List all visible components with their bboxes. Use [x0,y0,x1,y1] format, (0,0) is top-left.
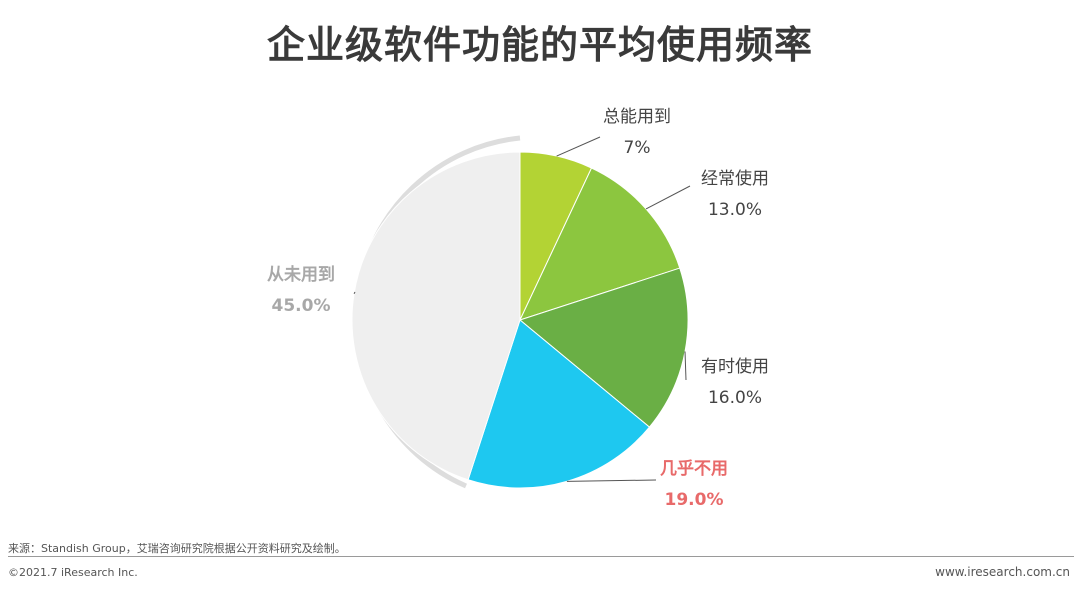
source-note: 来源：Standish Group，艾瑞咨询研究院根据公开资料研究及绘制。 [8,542,346,555]
leader-line-4 [566,479,657,482]
chart-title: 企业级软件功能的平均使用频率 [266,23,813,67]
slice-label-4: 几乎不用 [660,459,728,479]
slice-value-2: 13.0% [708,200,762,220]
slice-value-4: 19.0% [665,490,724,510]
slice-value-5: 45.0% [272,296,331,316]
pie-slice-2 [519,167,681,321]
slice-label-5: 从未用到 [267,264,335,285]
pie-chart: 总能用到 7% 经常使用 13.0% 有时使用 16.0% 几乎不用 19.0% 从未用到 45.… [267,107,769,510]
footer-divider [8,556,1074,557]
leader-line-2 [645,185,691,210]
slice-label-1: 总能用到 [603,107,671,127]
slice-value-1: 7% [624,138,651,158]
leader-line-1 [556,136,601,157]
leader-line-5 [353,291,356,294]
copyright: ©2021.7 iResearch Inc. [8,566,138,579]
slice-value-3: 16.0% [708,388,762,408]
leader-line-3 [684,351,687,381]
pie-slice-3 [518,267,689,428]
pie-slice-4 [467,319,651,489]
slice-label-2: 经常使用 [701,168,769,189]
website-link[interactable]: www.iresearch.com.cn [935,565,1070,579]
slice-label-3: 有时使用 [701,356,769,377]
